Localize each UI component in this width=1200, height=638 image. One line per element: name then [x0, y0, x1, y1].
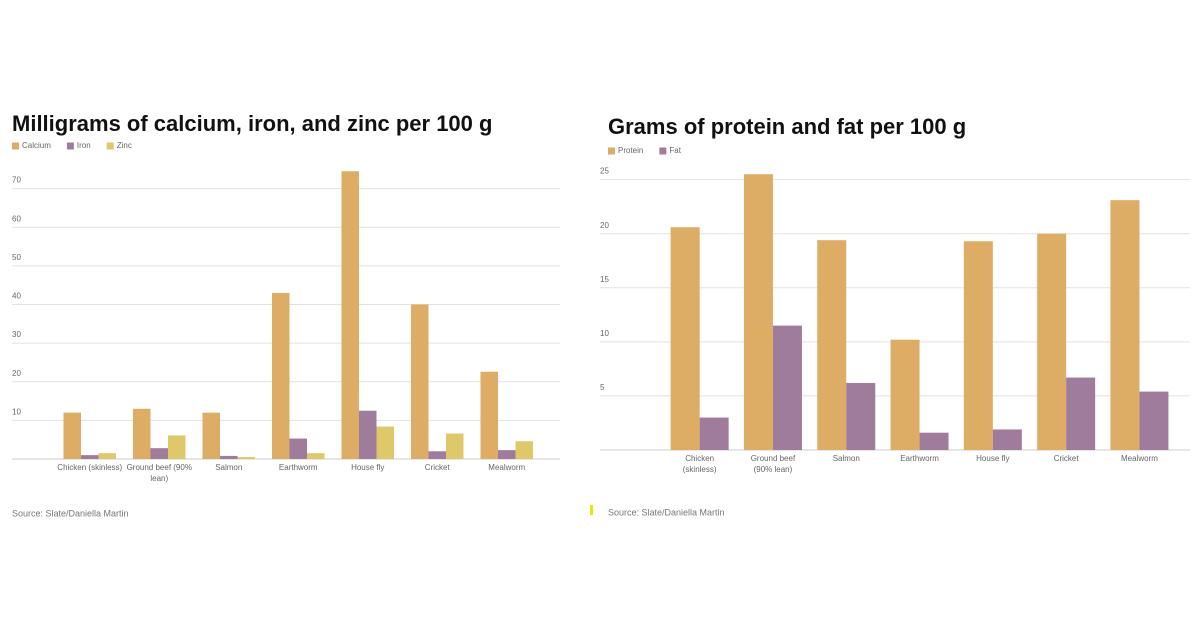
- bar: [670, 227, 700, 450]
- bar: [168, 435, 186, 459]
- bar: [307, 453, 325, 459]
- x-tick-label: Earthworm: [279, 463, 318, 472]
- bar: [237, 457, 255, 459]
- y-tick-label: 60: [12, 214, 21, 223]
- bar: [890, 339, 920, 450]
- x-tick-label: Mealworm: [1121, 454, 1158, 463]
- x-tick-label: Salmon: [215, 463, 242, 472]
- y-tick-label: 70: [12, 176, 21, 185]
- bar: [446, 433, 464, 459]
- legend-swatch: [12, 142, 19, 150]
- y-tick-label: 20: [12, 369, 21, 378]
- bar: [220, 455, 238, 459]
- bar: [817, 240, 847, 450]
- x-tick-label: Earthworm: [900, 454, 939, 463]
- x-tick-label: Cricket: [1054, 454, 1080, 463]
- bar: [341, 171, 359, 459]
- bar: [515, 441, 533, 459]
- bar: [428, 451, 446, 459]
- bar: [699, 417, 729, 450]
- chart-title: Milligrams of calcium, iron, and zinc pe…: [12, 111, 492, 136]
- source: Source: Slate/Daniella Martin: [608, 507, 725, 517]
- legend-swatch: [659, 147, 667, 155]
- bar: [1110, 200, 1140, 450]
- bar: [1066, 377, 1096, 450]
- x-tick-label: Chicken (skinless): [57, 463, 122, 472]
- x-tick-label: Ground beef (90% lean): [127, 463, 192, 483]
- bar: [498, 450, 516, 459]
- x-tick-label: House fly: [351, 463, 384, 472]
- bar: [743, 174, 773, 450]
- y-tick-label: 50: [12, 253, 21, 262]
- y-tick-label: 5: [600, 383, 605, 392]
- bar: [963, 241, 993, 450]
- bar: [992, 429, 1022, 450]
- bar: [919, 432, 949, 450]
- bar: [376, 426, 394, 459]
- legend-label: Zinc: [117, 141, 132, 150]
- y-tick-label: 20: [600, 221, 609, 230]
- bar: [272, 292, 290, 459]
- y-tick-label: 25: [600, 167, 609, 176]
- legend-swatch: [66, 142, 74, 150]
- bar: [1139, 391, 1169, 450]
- legend-label: Iron: [77, 141, 91, 150]
- legend-label: Calcium: [22, 141, 51, 150]
- chart-title: Grams of protein and fat per 100 g: [608, 114, 966, 139]
- bar: [81, 455, 99, 459]
- y-tick-label: 30: [12, 330, 21, 339]
- x-tick-label: Salmon: [833, 454, 860, 463]
- bar: [289, 438, 307, 459]
- y-tick-label: 40: [12, 292, 21, 301]
- x-tick-label: Mealworm: [488, 463, 525, 472]
- bar: [772, 325, 802, 450]
- marker: [590, 505, 593, 515]
- bar: [133, 408, 151, 459]
- bar: [411, 304, 429, 459]
- bar: [359, 410, 377, 459]
- y-tick-label: 10: [600, 329, 609, 338]
- legend-label: Fat: [669, 146, 681, 155]
- bar: [480, 371, 498, 459]
- bar: [1037, 233, 1067, 450]
- x-tick-label: Ground beef (90% lean): [751, 454, 796, 474]
- bar: [98, 453, 116, 459]
- x-tick-label: Cricket: [425, 463, 451, 472]
- bar: [150, 448, 168, 459]
- bar: [63, 412, 81, 459]
- y-tick-label: 10: [12, 407, 21, 416]
- x-tick-label: House fly: [976, 454, 1009, 463]
- bar: [846, 382, 876, 450]
- bar: [202, 412, 220, 459]
- y-tick-label: 15: [600, 275, 609, 284]
- legend-label: Protein: [618, 146, 643, 155]
- x-tick-label: Chicken (skinless): [683, 454, 717, 474]
- source: Source: Slate/Daniella Martin: [12, 508, 129, 518]
- legend-swatch: [106, 142, 114, 150]
- legend-swatch: [608, 147, 615, 155]
